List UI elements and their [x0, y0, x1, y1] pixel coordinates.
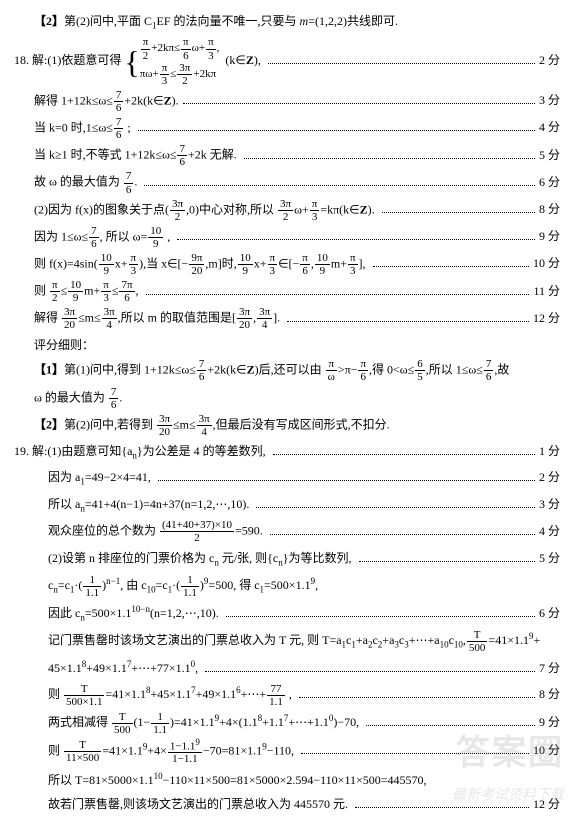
- score-label: 3 分: [539, 89, 560, 112]
- line-content: 观众座位的总个数为 (41+40+37)×102=590.: [48, 519, 266, 544]
- leader-dots: [244, 158, 535, 159]
- score-label: 7 分: [539, 657, 560, 680]
- solution-line: cn=c1·(11.1)n−1, 由 c10=c1·(11.1)9=500, 得…: [14, 573, 560, 599]
- solution-line: 45×1.18+49×1.17+⋯+77×1.10, 7 分: [14, 656, 560, 680]
- score-label: 5 分: [539, 547, 560, 570]
- solution-line: 观众座位的总个数为 (41+40+37)×102=590. 4 分: [14, 519, 560, 544]
- line-content: 19. 解:(1)由题意可知{an}为公差是 4 的等差数列,: [14, 440, 269, 464]
- solution-line: 当 k=0 时,1≤ω≤76 ; 4 分: [14, 116, 560, 141]
- leader-dots: [138, 130, 535, 131]
- solution-line: 则 π2≤109m+π3≤7π6, 11 分: [14, 279, 560, 304]
- solution-line: 记门票售罄时该场文艺演出的门票总收入为 T 元, 则 T=a1c1+a2c2+a…: [14, 628, 560, 654]
- line-content: (2)设第 n 排座位的门票价格为 cn 元/张, 则{cn}为等比数列,: [48, 547, 355, 571]
- leader-dots: [268, 63, 535, 64]
- score-label: 10 分: [533, 739, 560, 762]
- line-content: 当 k=0 时,1≤ω≤76 ;: [34, 116, 134, 141]
- line-content: 解得 1+12k≤ω≤76+2k(k∈Z).: [34, 89, 179, 114]
- line-content: 因为 1≤ω≤76, 所以 ω=109 ,: [34, 225, 173, 250]
- leader-dots: [177, 239, 535, 240]
- line-content: 解得 3π20≤m≤3π4,所以 m 的取值范围是[3π20,3π4].: [34, 306, 283, 331]
- solution-line: ω 的最大值为 76.: [14, 386, 560, 411]
- solution-line: 解得 3π20≤m≤3π4,所以 m 的取值范围是[3π20,3π4]. 12 …: [14, 306, 560, 331]
- solution-document: 【2】第(2)问中,平面 C1EF 的法向量不唯一,只要与 m=(1,2,2)共…: [14, 10, 560, 816]
- line-content: 则 T500×1.1=41×1.18+45×1.17+49×1.16+⋯+771…: [48, 682, 295, 708]
- solution-line: 则 T500×1.1=41×1.18+45×1.17+49×1.16+⋯+771…: [14, 682, 560, 708]
- leader-dots: [205, 671, 535, 672]
- score-label: 6 分: [539, 171, 560, 194]
- leader-dots: [270, 534, 535, 535]
- solution-line: 两式相减得 T500(1−11.1)=41×1.19+4×(1.18+1.17+…: [14, 710, 560, 736]
- leader-dots: [382, 212, 535, 213]
- solution-line: 评分细则：: [14, 334, 560, 357]
- leader-dots: [373, 266, 529, 267]
- score-label: 8 分: [539, 683, 560, 706]
- leader-dots: [299, 697, 535, 698]
- leader-dots: [226, 616, 535, 617]
- score-label: 5 分: [539, 144, 560, 167]
- score-label: 10 分: [533, 252, 560, 275]
- leader-dots: [359, 561, 535, 562]
- solution-line: 【2】第(2)问中,若得到 3π20≤m≤3π4,但最后没有写成区间形式,不扣分…: [14, 413, 560, 438]
- solution-line: 所以 an=41+4(n−1)=4n+37(n=1,2,⋯,10). 3 分: [14, 493, 560, 517]
- leader-dots: [287, 321, 529, 322]
- score-label: 9 分: [539, 225, 560, 248]
- line-content: 因此 cn=500×1.110−n(n=1,2,⋯,10).: [48, 601, 222, 626]
- line-content: 故若门票售罄,则该场文艺演出的门票总收入为 445570 元.: [48, 793, 351, 816]
- solution-line: 解得 1+12k≤ω≤76+2k(k∈Z). 3 分: [14, 89, 560, 114]
- solution-line: 因为 a1=49−2×4=41, 2 分: [14, 466, 560, 490]
- leader-dots: [256, 507, 535, 508]
- score-label: 6 分: [539, 602, 560, 625]
- score-label: 2 分: [539, 466, 560, 489]
- score-label: 2 分: [539, 49, 560, 72]
- leader-dots: [355, 807, 529, 808]
- leader-dots: [146, 294, 530, 295]
- line-content: 所以 an=41+4(n−1)=4n+37(n=1,2,⋯,10).: [48, 493, 252, 517]
- score-label: 12 分: [533, 793, 560, 816]
- solution-line: 则 T11×500=41×1.19+4×1−1.191−1.1−70=81×1.…: [14, 738, 560, 766]
- solution-line: (2)因为 f(x)的图象关于点(3π2,0)中心对称,所以 3π2ω+π3=k…: [14, 198, 560, 223]
- leader-dots: [144, 185, 535, 186]
- solution-line: 【2】第(2)问中,平面 C1EF 的法向量不唯一,只要与 m=(1,2,2)共…: [14, 10, 560, 34]
- score-label: 4 分: [539, 520, 560, 543]
- line-content: (2)因为 f(x)的图象关于点(3π2,0)中心对称,所以 3π2ω+π3=k…: [34, 198, 378, 223]
- score-label: 3 分: [539, 493, 560, 516]
- leader-dots: [158, 480, 535, 481]
- line-content: 则 π2≤109m+π3≤7π6,: [34, 279, 142, 304]
- solution-line: 故若门票售罄,则该场文艺演出的门票总收入为 445570 元. 12 分: [14, 793, 560, 816]
- line-content: 两式相减得 T500(1−11.1)=41×1.19+4×(1.18+1.17+…: [48, 710, 362, 736]
- solution-line: 所以 T=81×5000×1.110−110×11×500=81×5000×2.…: [14, 768, 560, 792]
- leader-dots: [183, 103, 535, 104]
- leader-dots: [301, 753, 529, 754]
- solution-line: 【1】第(1)问中,得到 1+12k≤ω≤76+2k(k∈Z)后,还可以由 πω…: [14, 358, 560, 383]
- line-content: 故 ω 的最大值为 76.: [34, 170, 140, 195]
- solution-line: 因此 cn=500×1.110−n(n=1,2,⋯,10). 6 分: [14, 601, 560, 626]
- solution-line: 当 k≥1 时,不等式 1+12k≤ω≤76+2k 无解. 5 分: [14, 143, 560, 168]
- line-content: 45×1.18+49×1.17+⋯+77×1.10,: [48, 656, 201, 680]
- score-label: 11 分: [533, 280, 560, 303]
- line-content: 当 k≥1 时,不等式 1+12k≤ω≤76+2k 无解.: [34, 143, 240, 168]
- line-content: 则 f(x)=4sin(109x+π3),当 x∈[−9π20,m]时,109x…: [34, 252, 369, 277]
- solution-line: (2)设第 n 排座位的门票价格为 cn 元/张, 则{cn}为等比数列, 5 …: [14, 547, 560, 571]
- leader-dots: [273, 454, 535, 455]
- line-content: 18. 解:(1)依题意可得 {π2+2kπ≤π6ω+π3,πω+π3≤3π2+…: [14, 36, 264, 86]
- score-label: 1 分: [539, 440, 560, 463]
- solution-line: 则 f(x)=4sin(109x+π3),当 x∈[−9π20,m]时,109x…: [14, 252, 560, 277]
- score-label: 8 分: [539, 198, 560, 221]
- line-content: 因为 a1=49−2×4=41,: [48, 466, 154, 490]
- solution-line: 故 ω 的最大值为 76. 6 分: [14, 170, 560, 195]
- score-label: 4 分: [539, 116, 560, 139]
- solution-line: 19. 解:(1)由题意可知{an}为公差是 4 的等差数列, 1 分: [14, 440, 560, 464]
- solution-line: 因为 1≤ω≤76, 所以 ω=109 , 9 分: [14, 225, 560, 250]
- score-label: 12 分: [533, 307, 560, 330]
- solution-line: 18. 解:(1)依题意可得 {π2+2kπ≤π6ω+π3,πω+π3≤3π2+…: [14, 36, 560, 86]
- score-label: 9 分: [539, 711, 560, 734]
- line-content: 则 T11×500=41×1.19+4×1−1.191−1.1−70=81×1.…: [48, 738, 297, 766]
- leader-dots: [366, 725, 535, 726]
